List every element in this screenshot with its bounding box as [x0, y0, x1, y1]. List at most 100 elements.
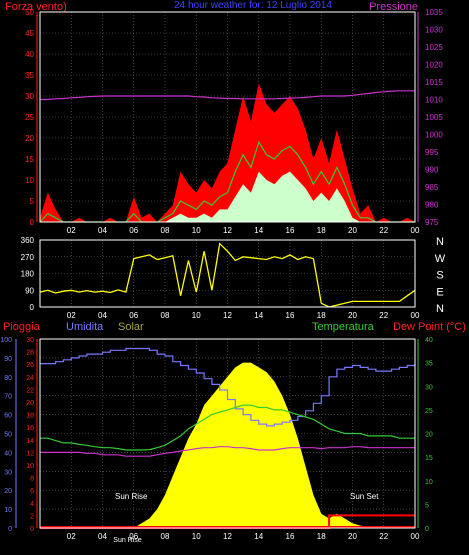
wx-x-tick: 08 — [161, 532, 170, 541]
temp-tick: 5 — [425, 502, 429, 509]
pressure-tick: 985 — [425, 183, 439, 192]
dir-x-tick: 22 — [379, 311, 388, 320]
wx-x-tick: 16 — [286, 532, 295, 541]
humidity-tick: 0 — [8, 526, 12, 533]
header-left: Forza vento) — [5, 1, 67, 13]
rain-tick: 6 — [30, 488, 34, 495]
dir-x-tick: 06 — [129, 311, 138, 320]
temperatura-label: Temperatura — [312, 321, 375, 333]
dir-left-tick: 180 — [21, 270, 35, 279]
dir-x-tick: 04 — [98, 311, 107, 320]
rain-tick: 22 — [26, 387, 34, 394]
pressure-tick: 1025 — [425, 43, 443, 52]
dir-right-tick: S — [436, 270, 443, 282]
temperature-line — [40, 404, 415, 451]
wx-x-tick: 06 — [129, 532, 138, 541]
dir-left-tick: 360 — [21, 236, 35, 245]
rain-tick: 20 — [26, 400, 34, 407]
dir-right-tick: W — [435, 253, 446, 265]
wx-x-tick: 10 — [192, 532, 201, 541]
humidity-tick: 60 — [4, 413, 12, 420]
dir-right-tick: N — [436, 303, 444, 315]
dir-left-tick: 0 — [30, 303, 35, 312]
temp-tick: 35 — [425, 361, 433, 368]
rain-tick: 16 — [26, 425, 34, 432]
temp-tick: 40 — [425, 337, 433, 344]
wind-x-tick: 08 — [161, 226, 170, 235]
temp-tick: 20 — [425, 432, 433, 439]
pressure-tick: 1005 — [425, 113, 443, 122]
dir-x-tick: 00 — [411, 311, 420, 320]
wind-left-tick: 45 — [25, 29, 34, 38]
sunrise-label: Sun Rise — [115, 492, 148, 501]
header-center: 24 hour weather for: 12 Luglio 2014 — [174, 0, 332, 11]
humidity-tick: 40 — [4, 450, 12, 457]
wind-x-tick: 16 — [286, 226, 295, 235]
wind-max-area — [40, 83, 415, 223]
rain-tick: 14 — [26, 438, 34, 445]
wind-x-tick: 14 — [254, 226, 263, 235]
dir-left-tick: 90 — [25, 286, 34, 295]
humidity-tick: 20 — [4, 488, 12, 495]
pressure-tick: 1020 — [425, 61, 443, 70]
humidity-tick: 10 — [4, 507, 12, 514]
header-right: Pressione — [369, 1, 418, 13]
solar-label: Solar — [118, 321, 144, 333]
temp-tick: 15 — [425, 455, 433, 462]
wx-x-tick: 20 — [348, 532, 357, 541]
pressure-tick: 1015 — [425, 78, 443, 87]
wind-left-tick: 15 — [25, 155, 34, 164]
dir-right-tick: N — [436, 236, 444, 248]
dir-right-tick: E — [436, 286, 443, 298]
humidity-tick: 70 — [4, 394, 12, 401]
rain-tick: 24 — [26, 375, 34, 382]
rain-tick: 28 — [26, 350, 34, 357]
wx-x-tick: 02 — [67, 532, 76, 541]
rain-tick: 12 — [26, 450, 34, 457]
sunset-label: Sun Set — [350, 492, 379, 501]
wind-x-tick: 02 — [67, 226, 76, 235]
umidita-label: Umidita — [66, 321, 104, 333]
solar-area — [40, 362, 415, 528]
wx-x-tick: 22 — [379, 532, 388, 541]
humidity-tick: 50 — [4, 432, 12, 439]
wind-min-area — [40, 171, 415, 222]
dir-frame — [39, 239, 416, 308]
wx-x-tick: 04 — [98, 532, 107, 541]
temp-tick: 10 — [425, 479, 433, 486]
pressure-tick: 995 — [425, 148, 439, 157]
temp-tick: 30 — [425, 384, 433, 391]
pressure-tick: 990 — [425, 166, 439, 175]
dir-x-tick: 10 — [192, 311, 201, 320]
wx-x-tick: 12 — [223, 532, 232, 541]
dir-left-tick: 270 — [21, 253, 35, 262]
humidity-tick: 90 — [4, 356, 12, 363]
dew-label: Dew Point (°C) — [393, 321, 466, 333]
rain-tick: 8 — [30, 476, 34, 483]
pressure-tick: 1000 — [425, 131, 443, 140]
wind-left-tick: 0 — [30, 218, 35, 227]
wind-x-tick: 22 — [379, 226, 388, 235]
wind-x-tick: 12 — [223, 226, 232, 235]
wind-left-tick: 20 — [25, 134, 34, 143]
pressure-tick: 1030 — [425, 26, 443, 35]
wind-x-tick: 04 — [98, 226, 107, 235]
sunrise-axis-label: Sun Rise — [113, 537, 142, 544]
pressure-tick: 1035 — [425, 8, 443, 17]
humidity-tick: 80 — [4, 375, 12, 382]
temp-tick: 25 — [425, 408, 433, 415]
rain-tick: 30 — [26, 337, 34, 344]
rain-tick: 10 — [26, 463, 34, 470]
wind-left-tick: 25 — [25, 113, 34, 122]
wx-x-tick: 00 — [411, 532, 420, 541]
dir-x-tick: 02 — [67, 311, 76, 320]
pioggia-label: Pioggia — [3, 321, 41, 333]
wind-left-tick: 40 — [25, 50, 34, 59]
pressure-tick: 980 — [425, 201, 439, 210]
wind-left-tick: 50 — [25, 8, 34, 17]
rain-tick: 2 — [30, 513, 34, 520]
dir-x-tick: 14 — [254, 311, 263, 320]
wind-left-tick: 35 — [25, 71, 34, 80]
wind-frame — [39, 11, 416, 223]
